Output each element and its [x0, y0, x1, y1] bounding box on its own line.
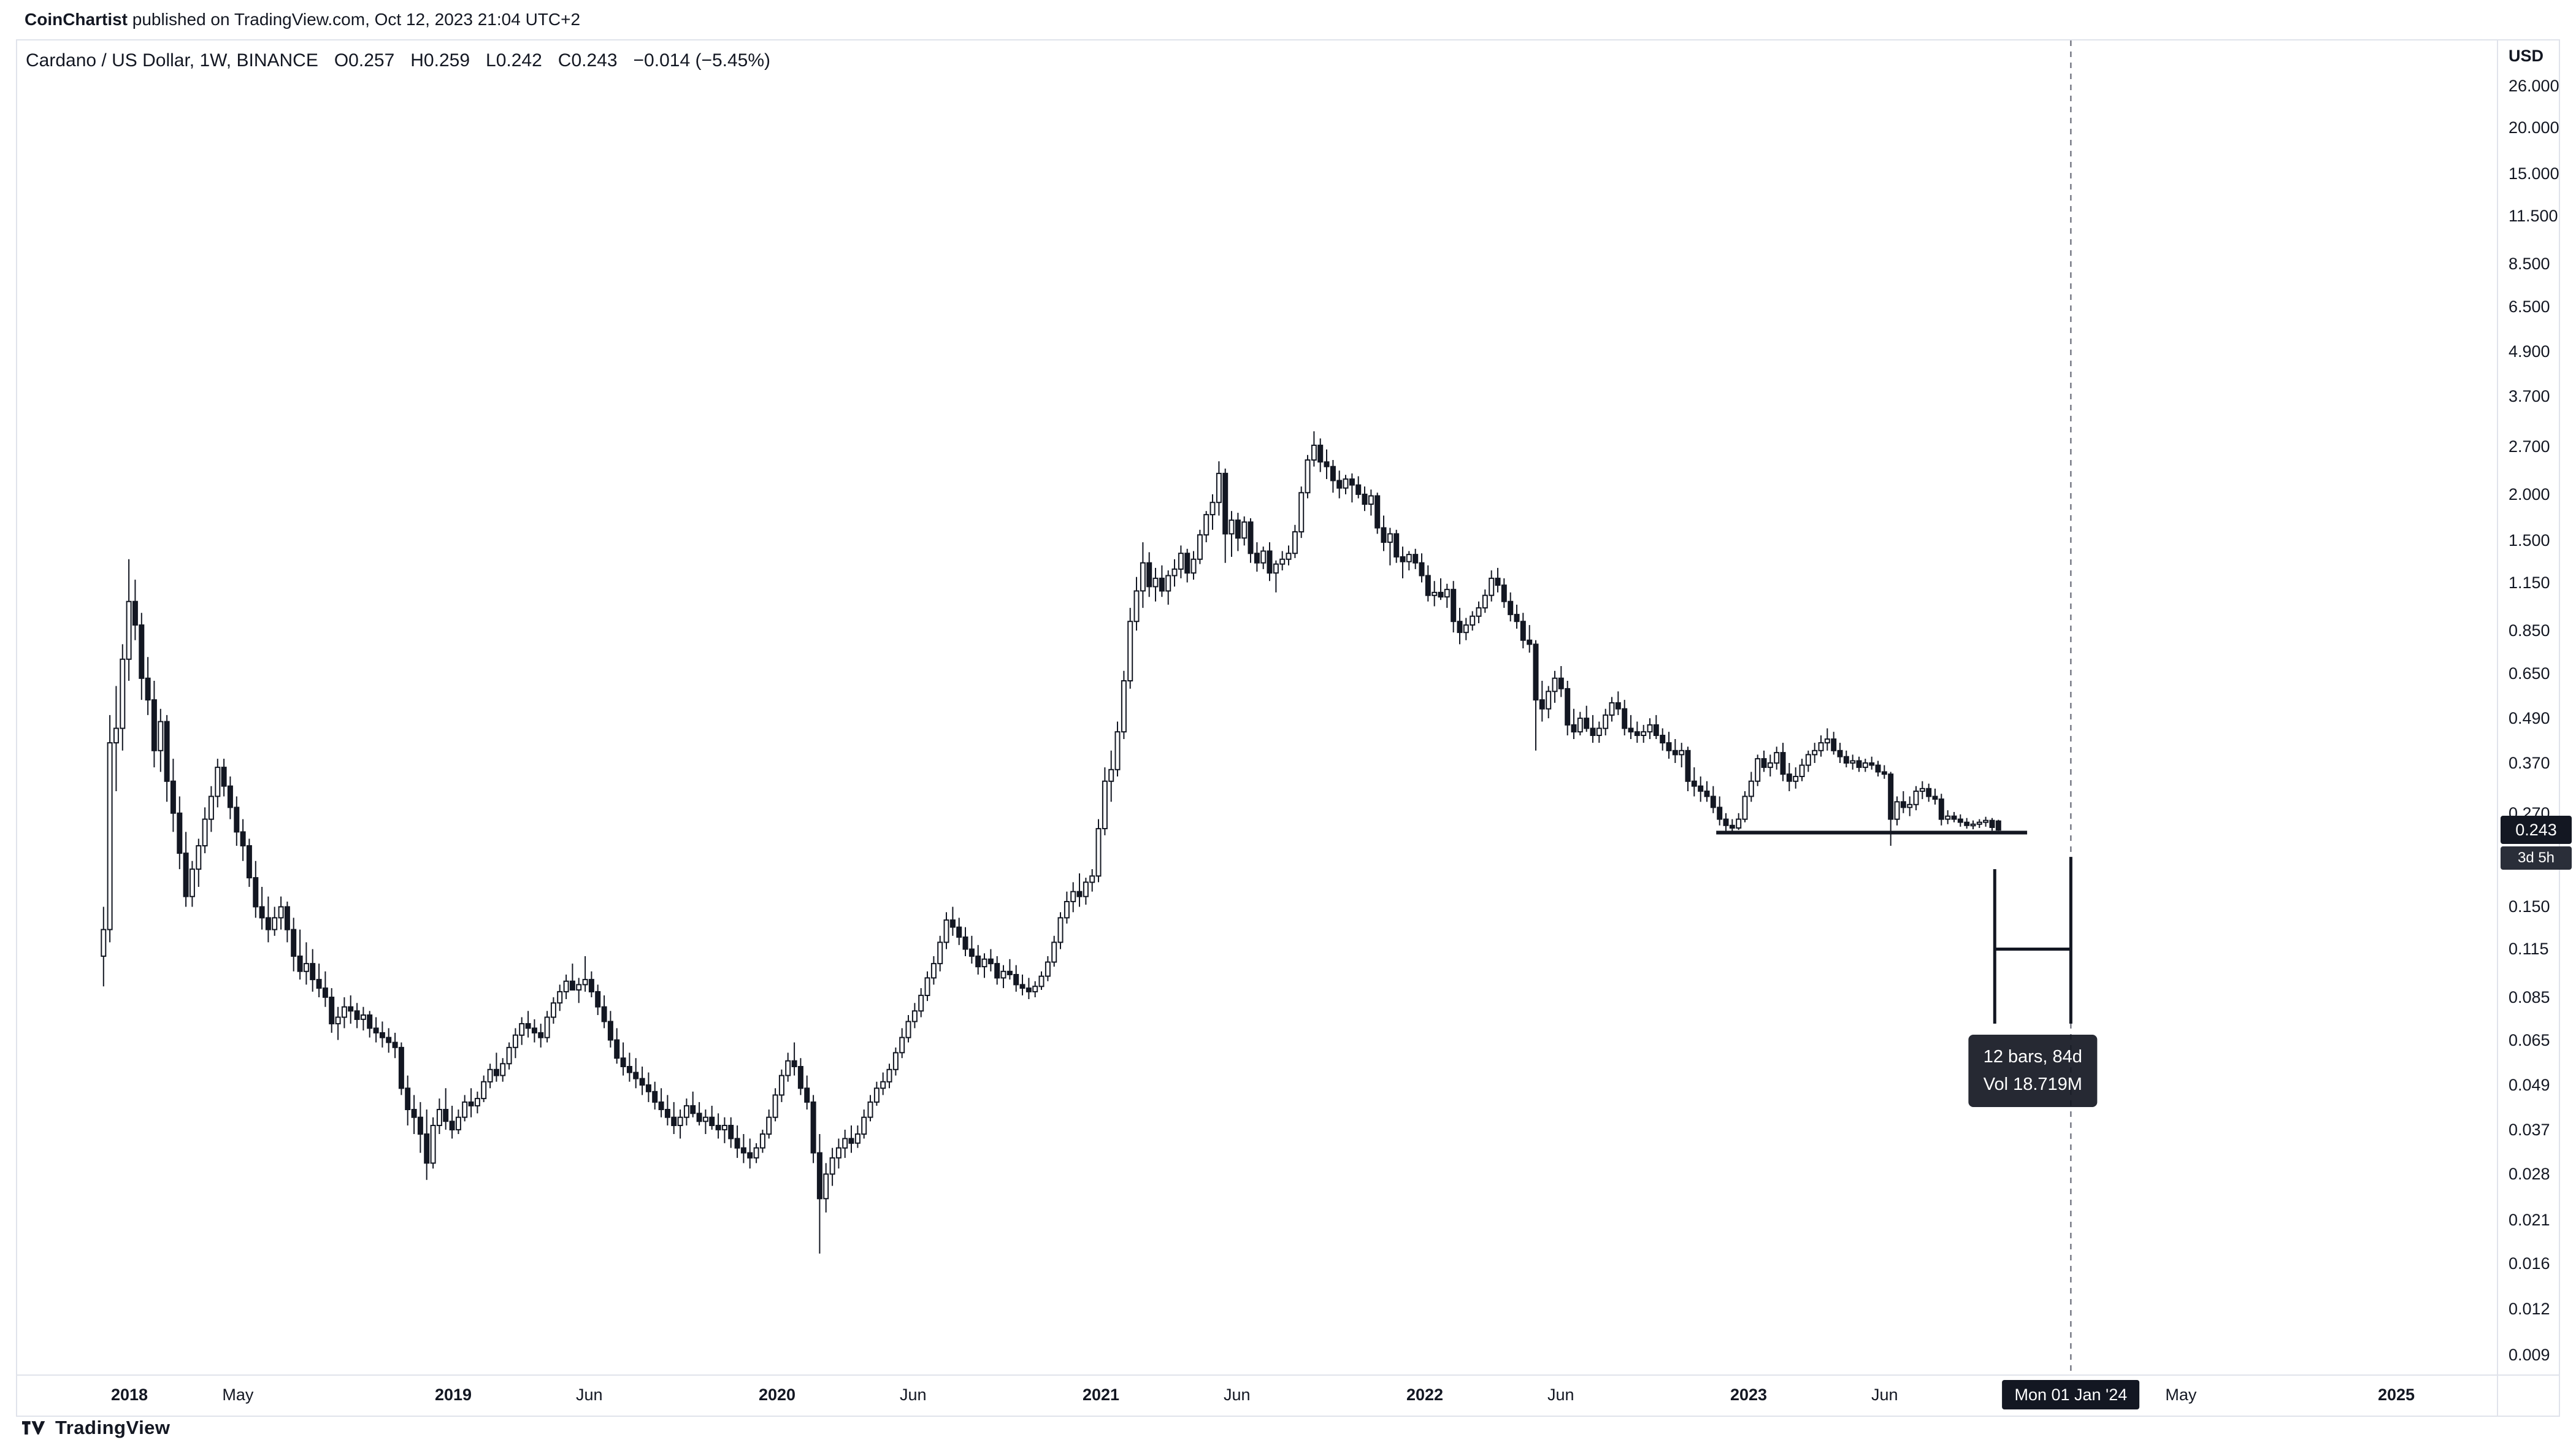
ohlc-close: C0.243: [558, 50, 618, 71]
time-axis-label: May: [2165, 1386, 2197, 1404]
price-tick-label: 0.490: [2509, 709, 2550, 728]
price-tick-label: 8.500: [2509, 255, 2550, 274]
price-tick-label: 0.085: [2509, 987, 2550, 1006]
price-tick-label: 0.115: [2509, 940, 2549, 959]
time-axis-label: 2020: [758, 1386, 796, 1404]
price-tick-label: 0.150: [2509, 897, 2550, 916]
price-tick-label: 2.700: [2509, 437, 2550, 456]
time-axis-label: Jun: [1223, 1386, 1251, 1404]
symbol-title: Cardano / US Dollar, 1W, BINANCE: [26, 50, 318, 71]
price-tick-label: 26.000: [2509, 76, 2559, 95]
time-axis-label: Jun: [899, 1386, 927, 1404]
price-tick-label: 0.028: [2509, 1165, 2550, 1184]
ohlc-low: L0.242: [486, 50, 542, 71]
price-tick-label: 0.650: [2509, 664, 2550, 683]
ohlc-high: H0.259: [410, 50, 470, 71]
price-tick-label: 2.000: [2509, 485, 2550, 504]
last-price-badge: 0.243: [2501, 816, 2572, 845]
attribution-author: CoinChartist: [25, 10, 128, 29]
measure-tool: [1993, 857, 2072, 1024]
price-tick-label: 0.021: [2509, 1210, 2550, 1229]
price-tick-label: 0.016: [2509, 1254, 2550, 1273]
time-axis-label: 2018: [110, 1386, 148, 1404]
price-tick-label: 3.700: [2509, 387, 2550, 406]
time-axis-label: Jun: [1871, 1386, 1898, 1404]
price-tick-label: 15.000: [2509, 164, 2559, 183]
attribution-text: published on TradingView.com, Oct 12, 20…: [128, 10, 581, 29]
time-axis-label: 2025: [2377, 1386, 2415, 1404]
time-axis-label: Jun: [575, 1386, 603, 1404]
time-axis-label: 2022: [1406, 1386, 1444, 1404]
measure-tooltip-line2: Vol 18.719M: [1983, 1075, 2082, 1095]
candlestick-series: [101, 431, 2001, 1254]
price-tick-label: 1.500: [2509, 531, 2550, 550]
price-tick-label: 0.012: [2509, 1300, 2550, 1319]
price-tick-label: 1.150: [2509, 573, 2550, 592]
chart-legend: Cardano / US Dollar, 1W, BINANCE O0.257 …: [26, 50, 770, 71]
price-axis-separator: [2497, 39, 2498, 1417]
footer: TradingView: [22, 1417, 171, 1439]
bar-countdown-badge: 3d 5h: [2501, 846, 2572, 870]
time-axis-label: Jun: [1547, 1386, 1574, 1404]
price-tick-label: 4.900: [2509, 342, 2550, 361]
chart-frame: [16, 39, 2560, 1417]
tradingview-brand[interactable]: TradingView: [55, 1417, 171, 1438]
price-tick-label: 0.037: [2509, 1120, 2550, 1139]
attribution: CoinChartist published on TradingView.co…: [25, 10, 580, 29]
measure-tooltip: 12 bars, 84d Vol 18.719M: [1968, 1035, 2097, 1108]
price-tick-label: 11.500: [2509, 206, 2558, 225]
currency-label: USD: [2509, 47, 2544, 65]
time-axis-label: 2019: [434, 1386, 472, 1404]
price-tick-label: 0.049: [2509, 1075, 2550, 1094]
date-badge: Mon 01 Jan '24: [2002, 1380, 2140, 1409]
price-tick-label: 20.000: [2509, 118, 2559, 137]
measure-tooltip-line1: 12 bars, 84d: [1983, 1047, 2082, 1067]
change-value: −0.014 (−5.45%): [633, 50, 771, 71]
price-tick-label: 0.009: [2509, 1346, 2550, 1364]
price-tick-label: 0.370: [2509, 754, 2550, 773]
price-tick-label: 6.500: [2509, 297, 2550, 316]
ohlc-open: O0.257: [334, 50, 395, 71]
time-axis-label: 2021: [1082, 1386, 1120, 1404]
price-tick-label: 0.065: [2509, 1030, 2550, 1049]
price-tick-label: 0.850: [2509, 621, 2550, 640]
time-axis-label: 2023: [1730, 1386, 1768, 1404]
time-axis-separator: [16, 1374, 2560, 1376]
tradingview-logo-icon: [22, 1421, 45, 1435]
time-axis-label: May: [222, 1386, 254, 1404]
